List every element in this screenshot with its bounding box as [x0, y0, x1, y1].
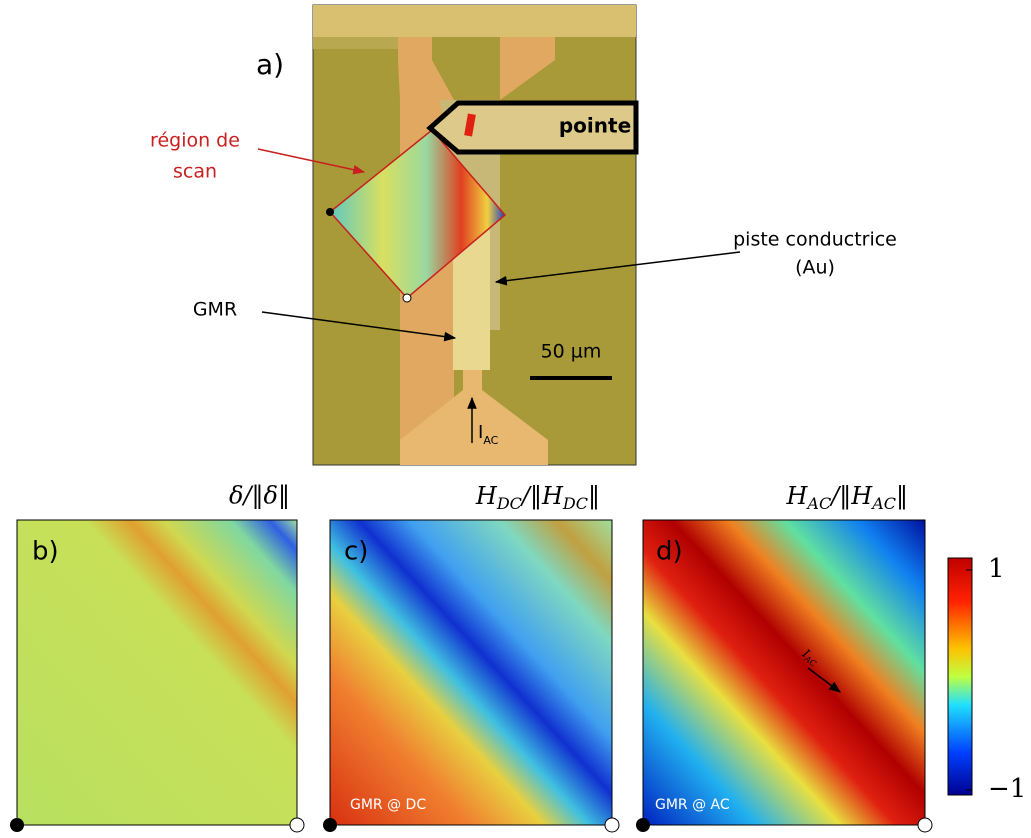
track-label: (Au) [795, 257, 835, 279]
panel-label: b) [32, 537, 59, 567]
scan-arrow [257, 148, 366, 175]
map [329, 519, 613, 826]
tip-marker [464, 113, 476, 137]
symbol: ‖ [896, 482, 908, 511]
subscript: AC [805, 494, 831, 513]
panel-title: HAC/‖HAC‖ [785, 482, 908, 513]
scan-region [328, 128, 507, 300]
pad [500, 37, 555, 100]
subscript: DC [562, 494, 588, 513]
colorbar [947, 557, 973, 796]
corner-dot [917, 817, 933, 833]
scale-label: 50 µm [541, 341, 602, 363]
panel-label: c) [344, 537, 368, 567]
scan-label: scan [173, 161, 217, 183]
panel-label: d) [656, 537, 683, 567]
panel-label: a) [256, 48, 284, 81]
corner-dot [604, 817, 620, 833]
corner-dot [323, 818, 337, 832]
track-label: piste conductrice [733, 229, 897, 251]
panel-title: δ/‖δ‖ [229, 482, 290, 511]
corner-dot [402, 293, 412, 303]
corner-dot [10, 818, 24, 832]
symbol: I [478, 422, 483, 443]
colorbar-ticks: 1 −1 [966, 554, 1026, 804]
panel-title: HDC/‖HDC‖ [475, 482, 600, 513]
subscript: DC [496, 494, 522, 513]
current-label: IAC [478, 422, 499, 447]
map-note: GMR @ DC [350, 797, 426, 813]
symbol: /‖H [829, 482, 873, 511]
colorbar-label: 1 [988, 554, 1005, 584]
corner-dot [636, 818, 650, 832]
track-arrow [494, 251, 741, 286]
current-arrow [807, 667, 841, 693]
sensor-label: GMR [193, 299, 237, 321]
pad-edge [313, 37, 398, 49]
colorbar-label: −1 [988, 774, 1026, 804]
symbol: ‖ [588, 482, 600, 511]
corner-dot [289, 817, 305, 833]
subscript: AC [483, 434, 498, 447]
map [642, 519, 926, 826]
tip-label: pointe [559, 114, 631, 138]
map [16, 519, 298, 826]
pad [313, 5, 636, 37]
scan-label: région de [150, 130, 240, 152]
map-note: GMR @ AC [655, 797, 730, 813]
symbol: H [785, 482, 808, 510]
symbol: /‖H [520, 482, 564, 511]
sensor-arrow [261, 311, 457, 342]
pad [400, 370, 548, 465]
corner-dot [326, 208, 334, 216]
micrograph: IAC pointe 50 µm [312, 4, 639, 466]
tip [426, 100, 639, 155]
subscript: AC [870, 494, 896, 513]
symbol: H [475, 482, 498, 510]
